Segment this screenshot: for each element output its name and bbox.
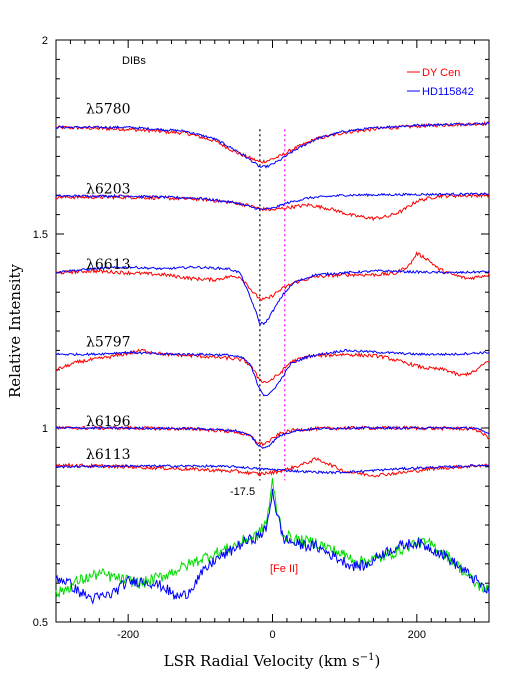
series-dycen-band-3 xyxy=(55,348,490,384)
x-axis-label-sup: −1 xyxy=(360,652,375,663)
y-axis-label: Relative Intensity xyxy=(6,263,24,398)
series-hd-band-0 xyxy=(55,121,490,169)
band-label-5: λ6113 xyxy=(86,447,131,463)
x-tick-label: -200 xyxy=(117,629,139,641)
y-tick-label: 1.5 xyxy=(33,229,48,241)
band-labels: λ5780 λ6203 λ6613 λ5797 λ6196 λ6113 xyxy=(86,102,131,463)
x-axis-label: LSR Radial Velocity (km s−1) xyxy=(164,652,381,670)
legend-label-dycen: DY Cen xyxy=(422,67,460,79)
vertical-reference-lines xyxy=(259,129,286,481)
series-dycen-band-2 xyxy=(55,251,490,301)
feii-label: [Fe II] xyxy=(270,563,298,575)
legend: DY Cen HD115842 xyxy=(407,67,474,98)
series-hd-band-2 xyxy=(55,265,490,326)
series-hd-band-5 xyxy=(55,464,490,475)
series-hd-band-1 xyxy=(55,192,490,211)
y-tick-label: 0.5 xyxy=(33,617,48,629)
series-hd-band-3 xyxy=(55,348,490,397)
x-axis-label-main: LSR Radial Velocity (km s xyxy=(164,652,360,670)
series-hd-band-4 xyxy=(55,425,490,449)
series-feii-green xyxy=(55,477,490,598)
band-label-3: λ5797 xyxy=(86,335,131,351)
series-dycen-band-5 xyxy=(55,457,490,478)
band-label-1: λ6203 xyxy=(86,181,131,197)
legend-label-hd: HD115842 xyxy=(422,86,474,98)
axis-ticks: -200 0 200 0.5 1 1.5 2 xyxy=(33,35,490,641)
series-feii-blue xyxy=(55,488,490,605)
series-dycen-band-1 xyxy=(55,192,490,222)
x-tick-label: 0 xyxy=(269,629,275,641)
x-tick-label: 200 xyxy=(408,629,426,641)
y-tick-label: 1 xyxy=(42,423,48,435)
y-tick-label: 2 xyxy=(42,35,48,47)
header-label: DIBs xyxy=(122,55,146,67)
series-dycen-band-0 xyxy=(55,120,490,164)
band-label-2: λ6613 xyxy=(86,257,131,273)
series-group xyxy=(55,120,490,605)
vline-label: -17.5 xyxy=(230,486,255,498)
x-axis-label-tail: ) xyxy=(374,652,380,670)
band-label-0: λ5780 xyxy=(86,102,131,118)
band-label-4: λ6196 xyxy=(86,414,131,430)
